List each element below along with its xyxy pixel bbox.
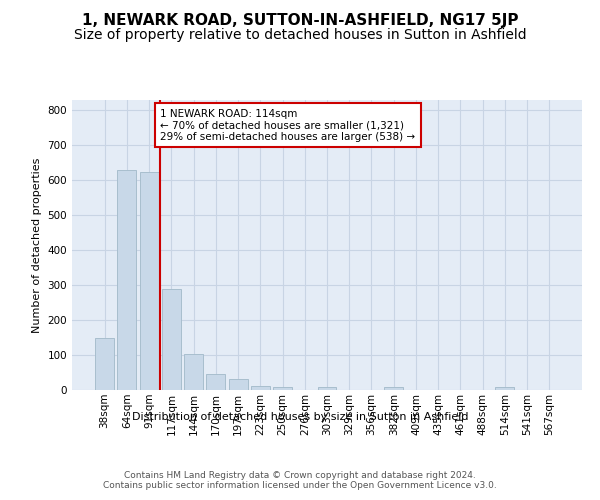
Y-axis label: Number of detached properties: Number of detached properties bbox=[32, 158, 42, 332]
Bar bbox=[229, 379, 248, 390]
Bar bbox=[317, 386, 337, 390]
Bar bbox=[162, 288, 181, 390]
Bar bbox=[496, 386, 514, 390]
Bar bbox=[140, 172, 158, 390]
Text: Distribution of detached houses by size in Sutton in Ashfield: Distribution of detached houses by size … bbox=[132, 412, 468, 422]
Text: 1 NEWARK ROAD: 114sqm
← 70% of detached houses are smaller (1,321)
29% of semi-d: 1 NEWARK ROAD: 114sqm ← 70% of detached … bbox=[160, 108, 415, 142]
Bar bbox=[273, 386, 292, 390]
Text: Contains HM Land Registry data © Crown copyright and database right 2024.
Contai: Contains HM Land Registry data © Crown c… bbox=[103, 470, 497, 490]
Bar bbox=[251, 386, 270, 390]
Bar bbox=[206, 374, 225, 390]
Text: 1, NEWARK ROAD, SUTTON-IN-ASHFIELD, NG17 5JP: 1, NEWARK ROAD, SUTTON-IN-ASHFIELD, NG17… bbox=[82, 12, 518, 28]
Bar bbox=[118, 170, 136, 390]
Bar bbox=[95, 338, 114, 390]
Bar bbox=[384, 387, 403, 390]
Bar bbox=[184, 354, 203, 390]
Text: Size of property relative to detached houses in Sutton in Ashfield: Size of property relative to detached ho… bbox=[74, 28, 526, 42]
